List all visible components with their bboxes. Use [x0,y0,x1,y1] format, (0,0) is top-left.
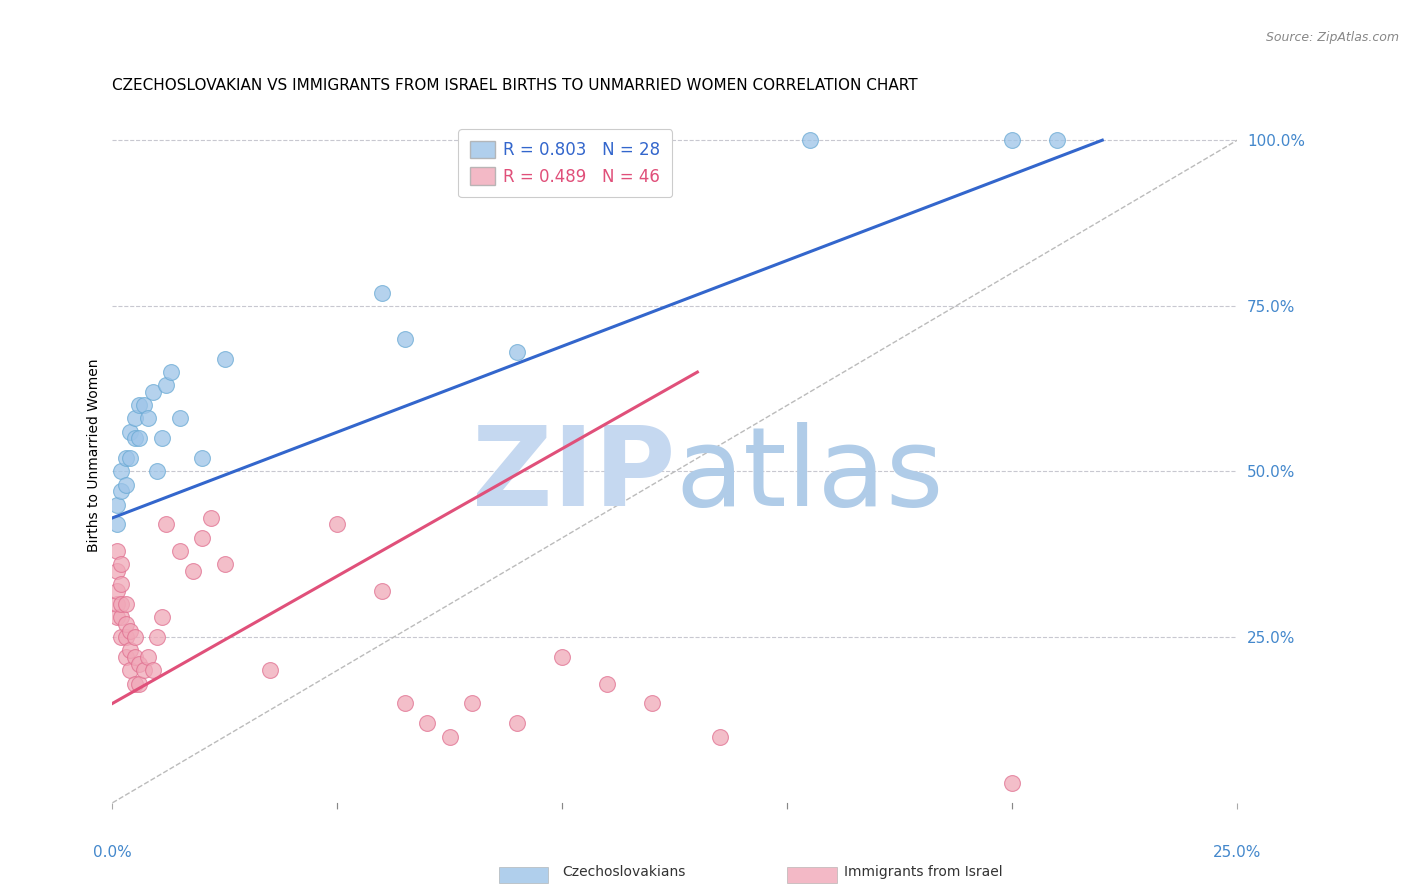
Point [191,531,214,545]
Point [150,431,173,445]
Text: Czechoslovakians: Czechoslovakians [562,865,686,879]
Point [124,650,146,665]
Text: CZECHOSLOVAKIAN VS IMMIGRANTS FROM ISRAEL BIRTHS TO UNMARRIED WOMEN CORRELATION : CZECHOSLOVAKIAN VS IMMIGRANTS FROM ISRAE… [112,78,918,94]
Point [120,624,142,638]
Point [128,657,150,671]
Point [799,133,821,147]
Point [128,431,150,445]
Point [416,716,439,731]
Point [115,630,138,644]
Point [132,663,155,677]
Point [183,564,205,578]
Point [120,643,142,657]
Point [439,730,461,744]
Point [110,610,132,624]
Point [115,451,138,466]
Point [142,384,165,399]
Point [709,730,731,744]
Point [551,650,574,665]
Point [124,676,146,690]
Point [110,465,132,479]
Point [394,332,416,346]
Point [115,650,138,665]
Point [120,425,142,439]
Point [110,558,132,572]
Point [641,697,664,711]
Point [150,610,173,624]
Point [155,378,177,392]
Y-axis label: Births to Unmarried Women: Births to Unmarried Women [87,359,101,551]
Point [110,577,132,591]
Point [124,411,146,425]
Point [105,544,128,558]
Point [371,583,394,598]
Point [124,431,146,445]
Point [128,398,150,412]
Point [596,676,619,690]
Point [115,597,138,611]
Text: Immigrants from Israel: Immigrants from Israel [844,865,1002,879]
Point [110,597,132,611]
Point [138,411,160,425]
Point [115,477,138,491]
Point [146,465,169,479]
Point [461,697,484,711]
Point [506,345,529,359]
Point [124,630,146,644]
Point [115,616,138,631]
Point [200,511,222,525]
Point [105,610,128,624]
Point [214,558,236,572]
Point [120,451,142,466]
Point [191,451,214,466]
Point [105,564,128,578]
Point [169,544,191,558]
Point [138,650,160,665]
Point [326,517,349,532]
Text: 0.0%: 0.0% [93,845,132,860]
Point [371,285,394,300]
Point [105,517,128,532]
Text: 25.0%: 25.0% [1213,845,1261,860]
Point [120,663,142,677]
Point [146,630,169,644]
Legend: R = 0.803   N = 28, R = 0.489   N = 46: R = 0.803 N = 28, R = 0.489 N = 46 [458,129,672,197]
Point [394,697,416,711]
Point [155,517,177,532]
Point [506,716,529,731]
Text: Source: ZipAtlas.com: Source: ZipAtlas.com [1265,31,1399,45]
Point [110,484,132,499]
Point [105,583,128,598]
Point [105,597,128,611]
Point [142,663,165,677]
Point [214,351,236,366]
Point [169,411,191,425]
Point [160,365,183,379]
Point [1001,776,1024,790]
Point [259,663,281,677]
Point [132,398,155,412]
Text: ZIP: ZIP [471,422,675,529]
Text: atlas: atlas [675,422,943,529]
Point [1001,133,1024,147]
Point [1046,133,1069,147]
Point [110,630,132,644]
Point [105,498,128,512]
Point [128,676,150,690]
